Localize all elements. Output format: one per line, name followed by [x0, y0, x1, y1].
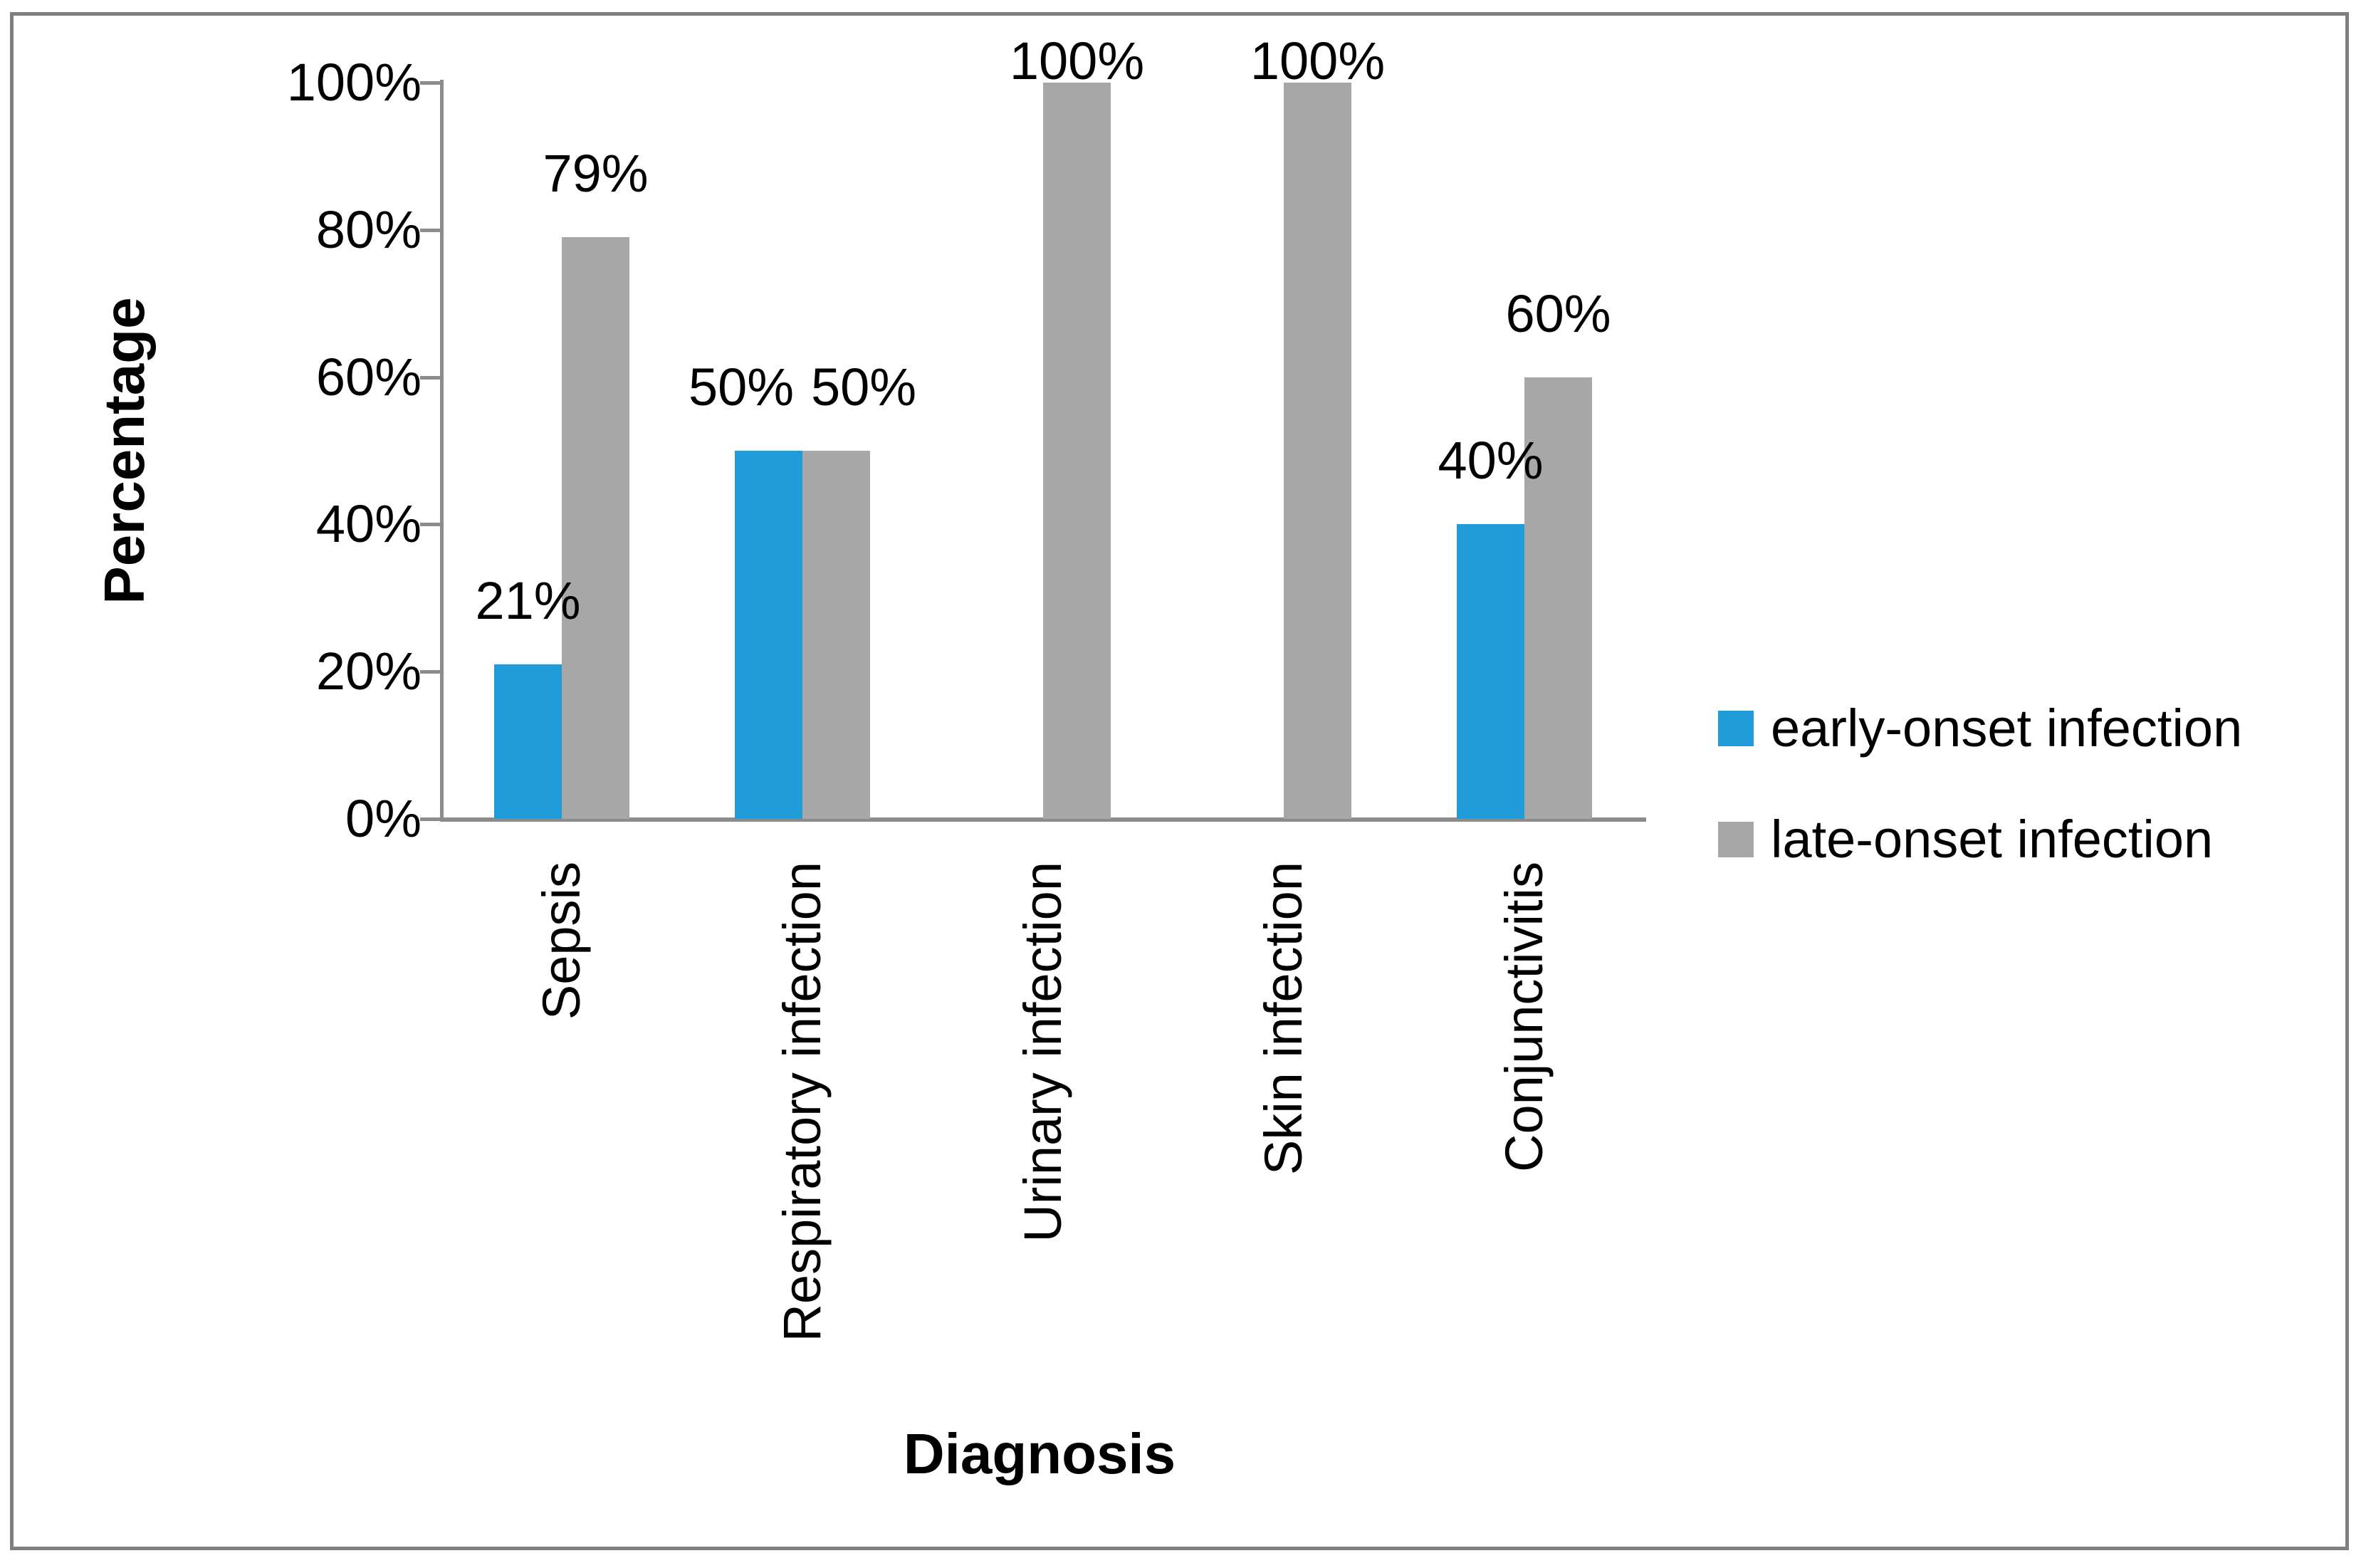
x-category-label: Conjunctivitis: [1495, 862, 1554, 1172]
legend-item-late-onset: late-onset infection: [1718, 804, 2242, 875]
x-category-label: Sepsis: [532, 862, 591, 1020]
y-tick-label: 20%: [315, 642, 422, 701]
legend-item-early-onset: early-onset infection: [1718, 693, 2242, 764]
y-tick-mark: [420, 523, 441, 527]
y-tick-label: 100%: [286, 53, 422, 112]
data-label: 50%: [810, 357, 917, 417]
x-axis-line: [440, 817, 1646, 822]
bar-late-4: [1284, 83, 1351, 819]
legend: early-onset infection late-onset infectio…: [1718, 693, 2242, 915]
x-category-label: Respiratory infection: [773, 862, 832, 1342]
data-label: 50%: [688, 357, 795, 417]
y-tick-label: 40%: [315, 494, 422, 554]
x-axis-title: Diagnosis: [903, 1422, 1176, 1485]
y-tick-label: 0%: [345, 789, 422, 848]
legend-swatch-icon: [1718, 822, 1754, 857]
x-category-label: Urinary infection: [1013, 862, 1072, 1243]
data-label: 100%: [1250, 31, 1386, 90]
legend-label: early-onset infection: [1771, 699, 2243, 758]
bar-early-2: [735, 451, 802, 819]
legend-swatch-icon: [1718, 711, 1754, 746]
y-tick-label: 60%: [315, 347, 422, 407]
bar-late-3: [1043, 83, 1111, 819]
chart-outer-border: [10, 12, 2349, 1550]
data-label: 60%: [1505, 283, 1611, 343]
data-label: 100%: [1009, 31, 1145, 90]
data-label: 21%: [475, 570, 581, 630]
data-label: 79%: [543, 144, 649, 204]
y-axis-title: Percentage: [93, 297, 156, 605]
y-tick-mark: [420, 81, 441, 85]
x-category-label: Skin infection: [1254, 862, 1313, 1176]
y-tick-mark: [420, 375, 441, 380]
bar-late-5: [1524, 377, 1592, 819]
bar-early-1: [494, 664, 562, 819]
bar-late-2: [802, 451, 870, 819]
data-label: 40%: [1438, 431, 1544, 491]
y-tick-label: 80%: [315, 199, 422, 259]
y-tick-mark: [420, 670, 441, 674]
y-tick-mark: [420, 817, 441, 821]
bar-late-1: [562, 237, 629, 819]
y-tick-mark: [420, 228, 441, 232]
bar-early-5: [1457, 524, 1524, 819]
y-axis-line: [440, 80, 444, 822]
legend-label: late-onset infection: [1771, 810, 2214, 869]
